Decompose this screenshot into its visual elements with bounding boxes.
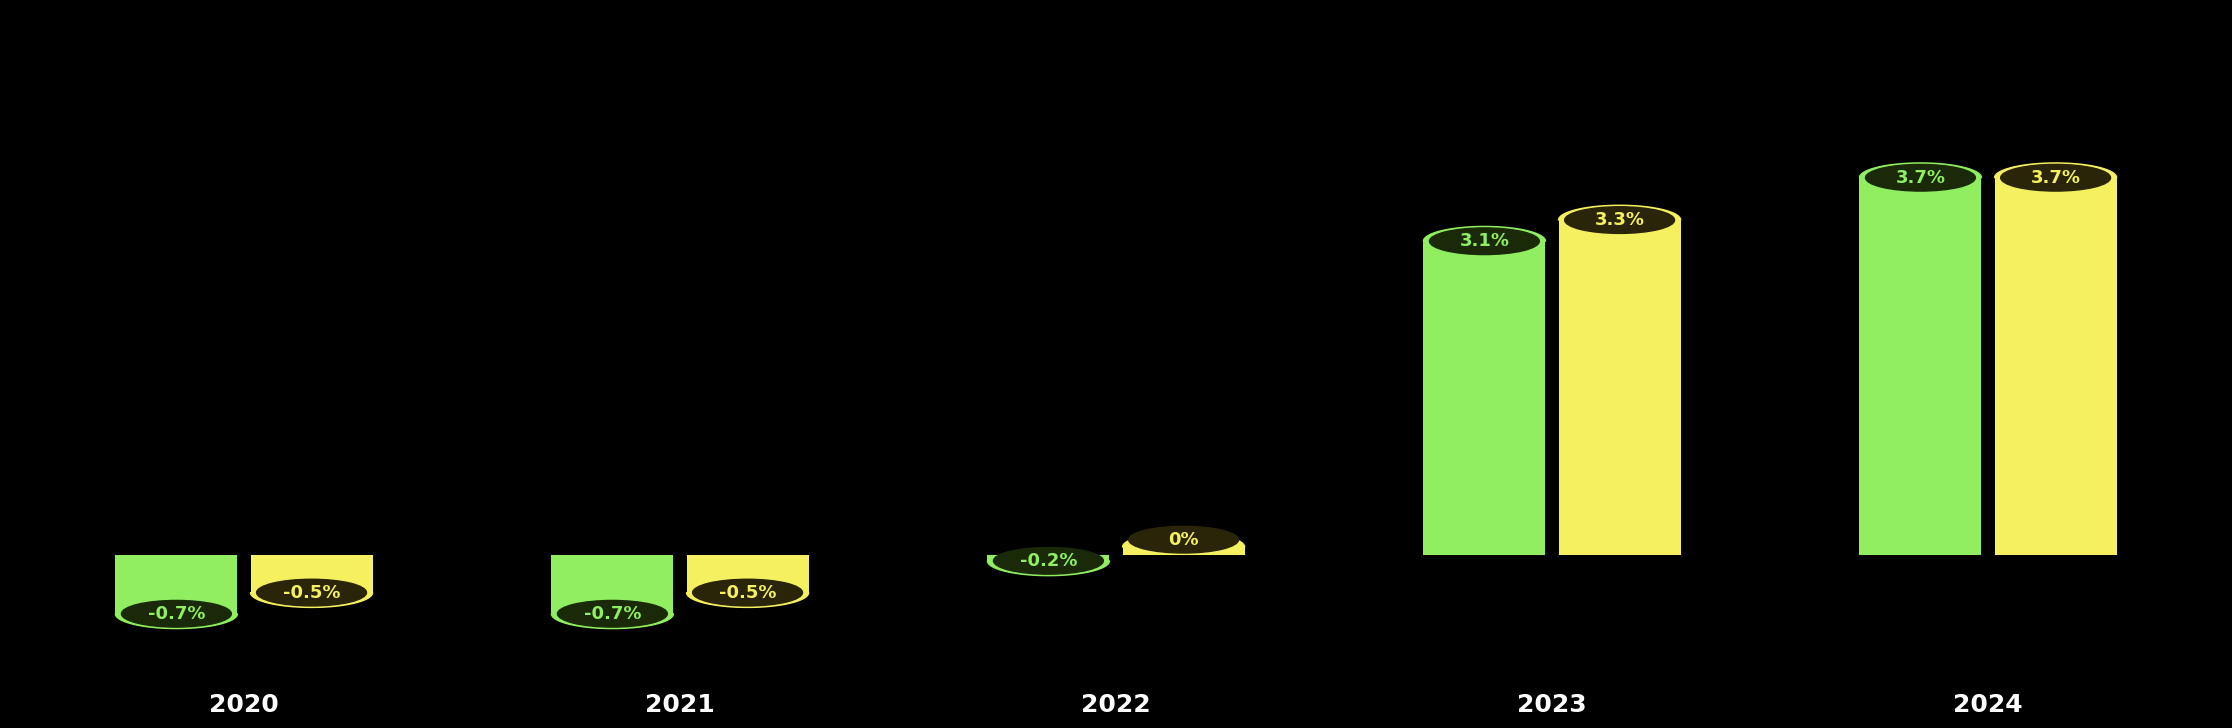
Circle shape [692,579,804,606]
Text: -0.7%: -0.7% [147,605,205,622]
Circle shape [558,601,667,627]
Polygon shape [116,614,237,628]
Bar [1424,241,1545,555]
Text: -0.7%: -0.7% [583,605,641,622]
Bar [687,555,808,593]
Circle shape [1565,207,1674,234]
Text: 2023: 2023 [1518,693,1587,717]
Polygon shape [551,614,674,628]
Bar [1123,547,1245,555]
Text: 3.7%: 3.7% [1895,169,1946,187]
Polygon shape [250,593,373,607]
Bar [250,555,373,593]
Text: 3.1%: 3.1% [1460,232,1509,250]
Bar [116,555,237,614]
Text: -0.5%: -0.5% [283,584,339,601]
Bar [1859,178,1982,555]
Text: 2021: 2021 [645,693,714,717]
Polygon shape [1424,226,1545,241]
Text: 3.3%: 3.3% [1594,211,1645,229]
Polygon shape [1995,163,2116,178]
Text: 0%: 0% [1167,531,1199,549]
Circle shape [121,601,232,627]
Text: 2024: 2024 [1953,693,2022,717]
Text: 2022: 2022 [1080,693,1152,717]
Text: 2020: 2020 [210,693,279,717]
Bar [551,555,674,614]
Polygon shape [987,561,1109,576]
Bar [987,555,1109,561]
Polygon shape [1558,205,1681,220]
Circle shape [1129,526,1239,553]
Circle shape [1866,165,1975,191]
Bar [1558,220,1681,555]
Circle shape [1428,228,1540,255]
Polygon shape [1859,163,1982,178]
Text: 3.7%: 3.7% [2031,169,2080,187]
Text: -0.2%: -0.2% [1020,552,1078,570]
Bar [1995,178,2116,555]
Polygon shape [1123,532,1245,547]
Polygon shape [687,593,808,607]
Circle shape [993,547,1103,574]
Text: -0.5%: -0.5% [719,584,777,601]
Circle shape [2000,165,2111,191]
Circle shape [257,579,366,606]
